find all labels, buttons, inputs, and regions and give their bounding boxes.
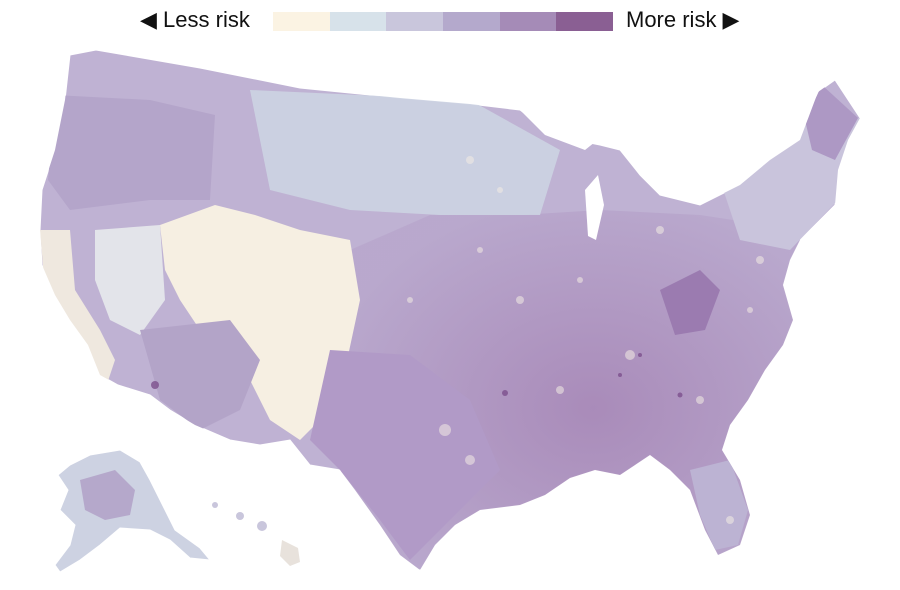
lake-michigan [585, 175, 604, 240]
risk-legend: ◀ Less risk More risk ▶ [0, 0, 900, 40]
hawaii-big-island [280, 540, 300, 566]
legend-color-scale [273, 12, 614, 31]
mountain-west-low-risk-region [160, 205, 360, 440]
pacific-northwest-region [48, 95, 215, 210]
alaska-inner-shade [80, 470, 135, 520]
legend-more-risk-label: More risk ▶ [626, 7, 740, 32]
legend-swatch-4 [443, 12, 500, 31]
southwest-region [140, 320, 260, 430]
county-texture [407, 156, 764, 524]
legend-swatch-2 [329, 12, 387, 31]
legend-less-risk-label: ◀ Less risk [140, 7, 250, 32]
hawaii-island-3 [257, 521, 267, 531]
legend-swatch-1 [273, 12, 330, 31]
us-county-risk-map [39, 49, 861, 573]
legend-swatch-6 [556, 12, 614, 31]
legend-swatch-3 [386, 12, 444, 31]
northern-plains-region [250, 90, 560, 215]
florida-region [690, 460, 748, 550]
county-dark-spots [151, 353, 683, 398]
legend-swatch-5 [499, 12, 557, 31]
hawaii [212, 502, 300, 566]
alaska-shape [54, 449, 212, 573]
california-coast-region [40, 230, 115, 390]
maine-region [805, 85, 858, 160]
appalachia-high-risk-region [660, 270, 720, 335]
alaska [54, 449, 212, 573]
hawaii-island-1 [212, 502, 218, 508]
contiguous-us [39, 49, 861, 571]
texas-region [310, 350, 500, 560]
hawaii-island-2 [236, 512, 244, 520]
nevada-light-region [95, 225, 165, 335]
